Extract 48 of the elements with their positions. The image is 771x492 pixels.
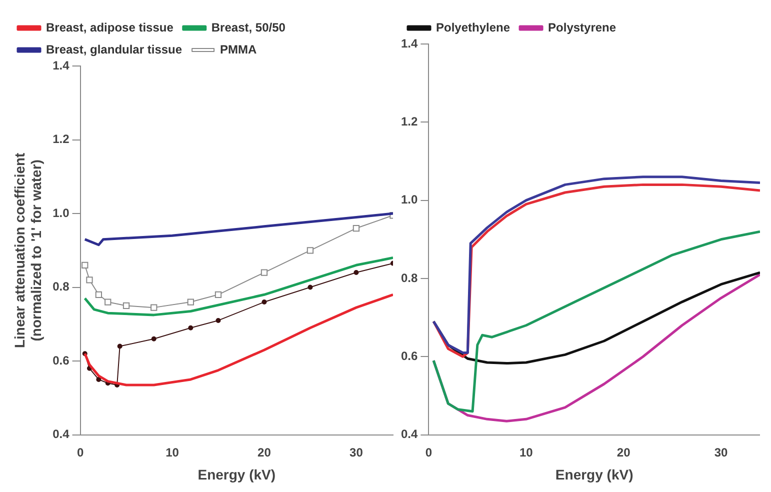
y-tick-label: 1.4 xyxy=(52,58,70,72)
x-tick-label: 30 xyxy=(350,445,364,460)
point xyxy=(151,336,156,342)
y-axis-title: Linear attenuation coefficient (normalized to '1' for water) xyxy=(11,152,44,348)
point xyxy=(82,262,88,268)
legend-label: Breast, 50/50 xyxy=(211,20,286,34)
legend-label: Breast, adipose tissue xyxy=(46,20,174,34)
point xyxy=(352,224,360,232)
point xyxy=(260,269,268,276)
y-tick-label: 0.4 xyxy=(52,427,70,442)
point xyxy=(187,298,194,306)
x-tick-label: 0 xyxy=(425,445,432,460)
point xyxy=(86,276,93,284)
legend-label: Polyethylene xyxy=(436,20,510,34)
y-tick-label: 0.6 xyxy=(400,348,418,363)
point xyxy=(354,270,359,276)
point xyxy=(188,325,194,330)
point xyxy=(122,302,130,310)
legend-label: Polystyrene xyxy=(548,20,616,34)
y-tick-label: 1.0 xyxy=(400,192,418,207)
y-tick-label: 1.2 xyxy=(400,114,418,128)
point xyxy=(95,291,102,298)
point xyxy=(214,291,222,298)
x-tick-label: 20 xyxy=(258,445,272,460)
point xyxy=(104,298,112,306)
x-tick-label: 0 xyxy=(76,445,84,460)
point xyxy=(117,344,122,349)
y-tick-label: 1.4 xyxy=(400,36,418,50)
legend-label: Breast, glandular tissue xyxy=(46,42,182,56)
point xyxy=(306,247,314,254)
point xyxy=(216,318,221,323)
y-tick-label: 1.2 xyxy=(52,132,70,146)
y-tick-label: 0.8 xyxy=(52,280,70,294)
x-axis-title: Energy (kV) xyxy=(198,466,276,482)
y-tick-label: 1.0 xyxy=(52,206,70,220)
legend-label: PMMA xyxy=(220,42,258,56)
y-tick-label: 0.8 xyxy=(400,270,418,285)
x-tick-label: 10 xyxy=(519,445,534,460)
y-tick-label: 0.4 xyxy=(400,427,418,442)
point xyxy=(150,304,158,311)
x-tick-label: 20 xyxy=(616,445,631,460)
point xyxy=(96,376,102,382)
point xyxy=(308,284,313,290)
point xyxy=(262,300,267,305)
x-tick-label: 10 xyxy=(166,445,180,460)
x-axis-title: Energy (kV) xyxy=(555,466,634,482)
x-tick-label: 30 xyxy=(714,445,728,460)
y-tick-label: 0.6 xyxy=(52,353,70,368)
